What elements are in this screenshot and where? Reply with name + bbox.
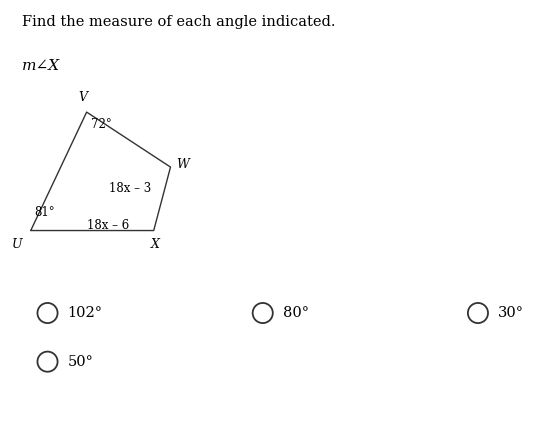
Text: 80°: 80° bbox=[283, 306, 309, 320]
Text: 18x – 3: 18x – 3 bbox=[109, 182, 151, 195]
Text: V: V bbox=[78, 91, 87, 104]
Text: 81°: 81° bbox=[35, 206, 55, 219]
Text: 72°: 72° bbox=[91, 118, 112, 131]
Text: 18x – 6: 18x – 6 bbox=[87, 219, 129, 231]
Text: X: X bbox=[151, 238, 160, 251]
Text: 30°: 30° bbox=[498, 306, 524, 320]
Text: 50°: 50° bbox=[68, 354, 93, 369]
Text: Find the measure of each angle indicated.: Find the measure of each angle indicated… bbox=[22, 15, 336, 29]
Text: W: W bbox=[176, 159, 189, 171]
Text: 102°: 102° bbox=[68, 306, 103, 320]
Text: U: U bbox=[12, 238, 22, 251]
Text: m∠X: m∠X bbox=[22, 59, 60, 73]
